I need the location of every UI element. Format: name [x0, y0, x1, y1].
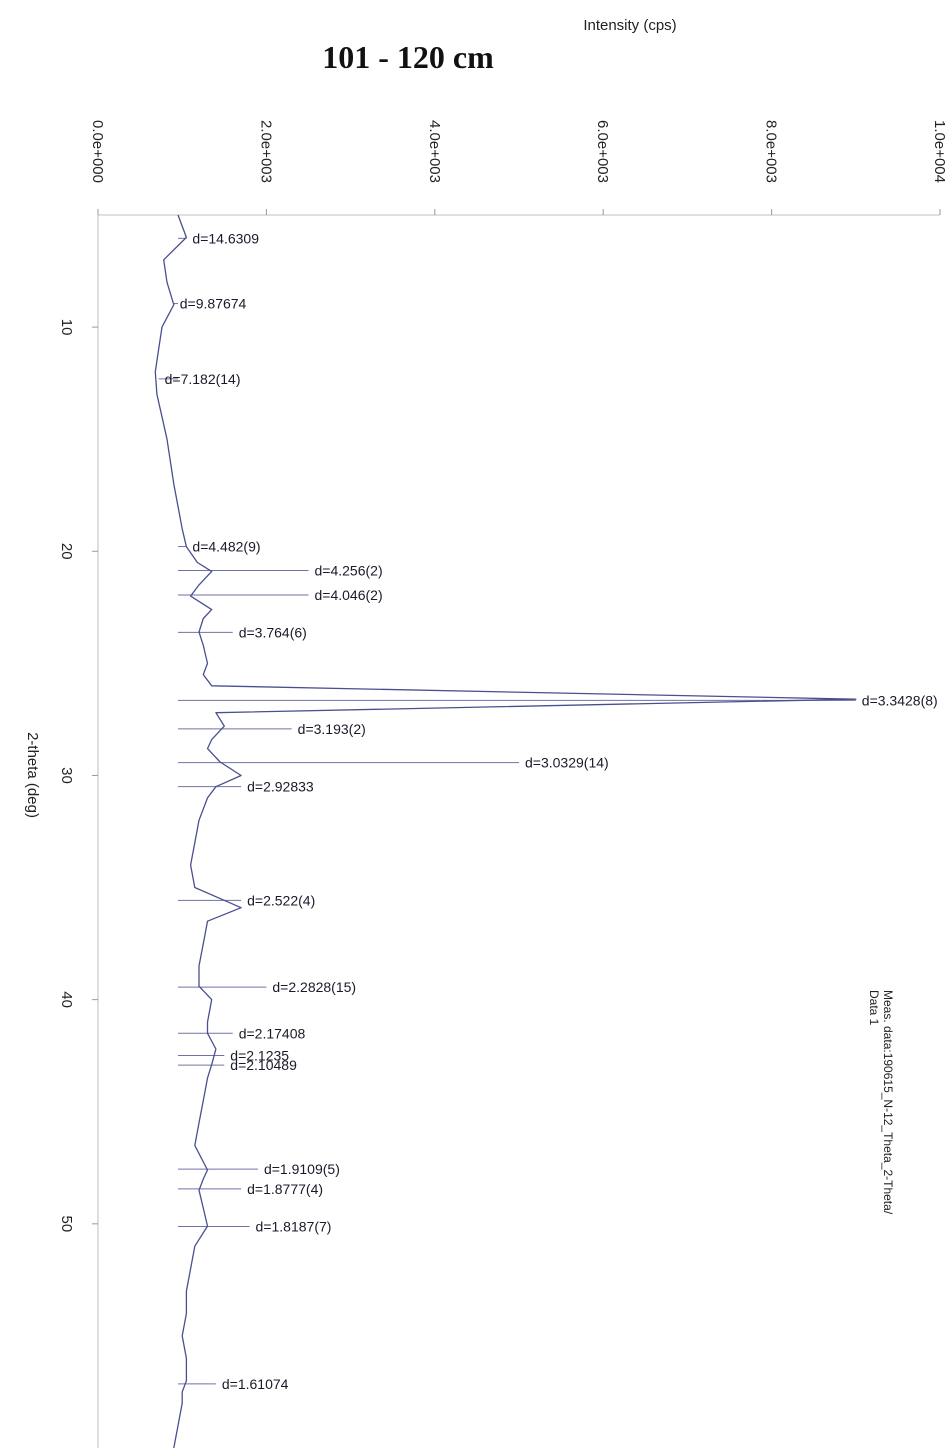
legend: Meas. data:190615_N-12_Theta_2-Theta/Dat…	[867, 990, 895, 1215]
two-theta-tick-label: 20	[58, 543, 75, 560]
peak-label: d=2.2828(15)	[272, 979, 356, 995]
intensity-tick-label: 4.0e+003	[426, 120, 443, 183]
peak-label: d=3.193(2)	[298, 721, 366, 737]
peak-label: d=1.8777(4)	[247, 1181, 323, 1197]
peak-label: d=1.9109(5)	[264, 1161, 340, 1177]
chart-title: 101 - 120 cm	[322, 39, 494, 75]
intensity-ticks: 0.0e+000 2.0e+003 4.0e+003 6.0e+003 8.0e+003…	[89, 120, 948, 215]
x-axis-label: 2-theta (deg)	[24, 732, 41, 818]
peak-label: d=2.1235	[230, 1047, 289, 1063]
two-theta-tick-label: 30	[58, 767, 75, 784]
intensity-tick-label: 6.0e+003	[594, 120, 611, 183]
two-theta-tick-label: 50	[58, 1215, 75, 1232]
two-theta-ticks: 10 20 30 40 50	[58, 319, 98, 1232]
series-group	[154, 214, 857, 1449]
peak-label: d=7.182(14)	[165, 371, 241, 387]
peak-label: d=3.3428(8)	[862, 692, 938, 708]
legend-entry: Meas. data:190615_N-12_Theta_2-Theta/	[881, 990, 895, 1215]
peak-label: d=3.0329(14)	[525, 755, 609, 771]
peak-label: d=14.6309	[192, 230, 259, 246]
peak-annotations: d=14.6309 d=9.87674 d=7.182(14) d=4.482(9) d…	[158, 230, 938, 1392]
axis-lines	[97, 214, 940, 1448]
peak-label: d=9.87674	[180, 296, 247, 312]
peak-label: d=2.10489	[230, 1057, 297, 1073]
two-theta-tick-label: 10	[58, 319, 75, 336]
intensity-tick-label: 2.0e+003	[257, 120, 274, 183]
peak-label: d=2.17408	[239, 1025, 306, 1041]
diffraction-pattern-line	[154, 214, 857, 1449]
intensity-tick-label: 0.0e+000	[89, 120, 106, 183]
intensity-tick-label: 1.0e+004	[931, 120, 948, 183]
intensity-tick-label: 8.0e+003	[763, 120, 780, 183]
peak-label: d=1.8187(7)	[256, 1219, 332, 1235]
y-axis-label: Intensity (cps)	[583, 17, 676, 34]
peak-label: d=2.92833	[247, 779, 314, 795]
peak-label: d=4.256(2)	[315, 563, 383, 579]
peak-label: d=1.61074	[222, 1376, 289, 1392]
peak-label: d=3.764(6)	[239, 624, 307, 640]
two-theta-tick-label: 40	[58, 991, 75, 1008]
peak-label: d=2.522(4)	[247, 892, 315, 908]
peak-label: d=4.482(9)	[192, 539, 260, 555]
peak-label: d=4.046(2)	[315, 587, 383, 603]
legend-entry: Data 1	[867, 990, 881, 1026]
